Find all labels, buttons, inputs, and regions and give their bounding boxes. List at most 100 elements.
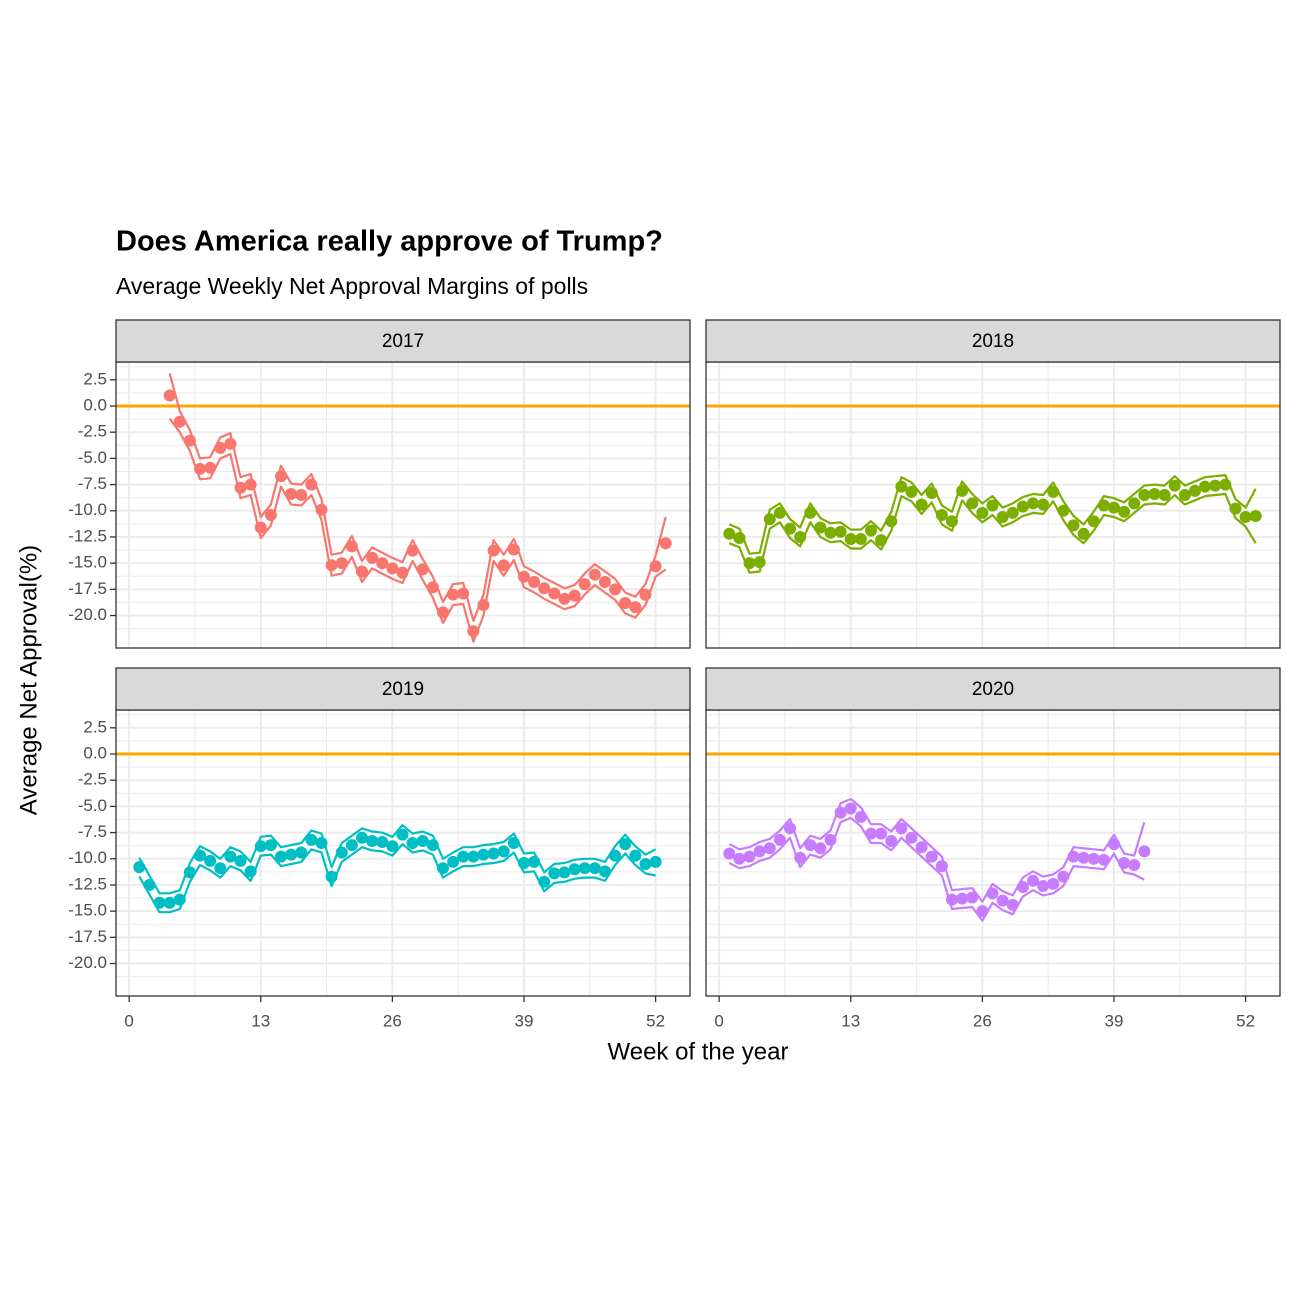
point — [507, 837, 520, 850]
point — [733, 852, 746, 865]
y-tick-label: -17.5 — [68, 927, 107, 946]
point — [517, 856, 530, 869]
point — [568, 863, 581, 876]
point — [935, 508, 948, 521]
point — [528, 576, 541, 588]
point — [1077, 851, 1090, 864]
x-tick-label: 13 — [841, 1011, 860, 1030]
point — [386, 562, 399, 575]
point — [204, 461, 217, 474]
point — [946, 893, 958, 906]
point — [1128, 497, 1141, 510]
point — [305, 833, 318, 846]
y-tick-label: -2.5 — [78, 770, 107, 789]
point — [568, 589, 581, 602]
point — [234, 481, 247, 494]
point — [619, 596, 632, 609]
point — [356, 565, 368, 578]
point — [763, 842, 776, 855]
point — [1229, 502, 1242, 515]
point — [153, 896, 166, 909]
point — [173, 893, 186, 906]
point — [224, 850, 237, 863]
point — [487, 544, 500, 557]
point — [558, 866, 571, 879]
point — [824, 833, 837, 846]
point — [295, 489, 308, 502]
point — [925, 486, 938, 499]
point — [875, 534, 888, 547]
point — [194, 849, 207, 862]
point — [986, 887, 999, 900]
point — [1016, 500, 1029, 513]
point — [538, 875, 551, 888]
x-axis-label: Week of the year — [608, 1038, 789, 1065]
point — [264, 508, 277, 521]
point — [1097, 853, 1110, 866]
y-tick-label: 2.5 — [83, 369, 107, 388]
point — [477, 599, 490, 612]
y-tick-label: -10.0 — [68, 500, 107, 519]
point — [1178, 489, 1191, 502]
point — [1006, 898, 1019, 911]
point — [885, 834, 898, 847]
point — [753, 556, 766, 569]
point — [436, 606, 449, 619]
point — [1118, 505, 1131, 518]
point — [629, 849, 642, 862]
point — [285, 488, 298, 500]
point — [1118, 856, 1131, 869]
point — [1107, 838, 1120, 851]
y-tick-label: 2.5 — [83, 717, 107, 736]
y-tick-label: -2.5 — [78, 422, 107, 441]
point — [986, 499, 999, 512]
point — [905, 831, 918, 844]
point — [773, 506, 786, 519]
point — [457, 850, 470, 863]
point — [895, 822, 908, 835]
point — [814, 521, 827, 534]
upper-line — [728, 474, 1257, 555]
point — [784, 522, 797, 535]
point — [517, 570, 530, 583]
y-tick-label: 0.0 — [83, 395, 107, 414]
point — [548, 867, 561, 880]
point — [639, 588, 652, 601]
point — [497, 845, 510, 858]
point — [723, 527, 736, 540]
panel-background — [116, 362, 690, 648]
point — [325, 870, 338, 883]
point — [477, 848, 490, 861]
point — [598, 865, 611, 878]
y-tick-label: -20.0 — [68, 605, 107, 624]
point — [295, 846, 308, 859]
point — [1037, 498, 1050, 511]
point — [396, 566, 409, 579]
point — [406, 544, 419, 557]
point — [1158, 489, 1171, 502]
point — [1016, 881, 1029, 894]
point — [804, 506, 817, 519]
point — [1057, 504, 1070, 517]
point — [905, 485, 918, 498]
strip-label: 2019 — [382, 679, 424, 700]
point — [214, 441, 227, 454]
point — [854, 533, 867, 546]
point — [436, 862, 449, 875]
point — [366, 834, 379, 847]
point — [467, 625, 480, 638]
point — [915, 841, 928, 854]
point — [1148, 488, 1161, 500]
point — [457, 587, 470, 600]
point — [743, 850, 756, 863]
point — [133, 861, 146, 874]
lower-line — [138, 842, 656, 914]
point — [794, 851, 807, 864]
strip-label: 2017 — [382, 331, 424, 352]
point — [254, 521, 267, 534]
point — [824, 526, 837, 539]
y-tick-label: -5.0 — [78, 796, 107, 815]
point — [1067, 519, 1080, 532]
x-tick-label: 0 — [714, 1011, 723, 1030]
